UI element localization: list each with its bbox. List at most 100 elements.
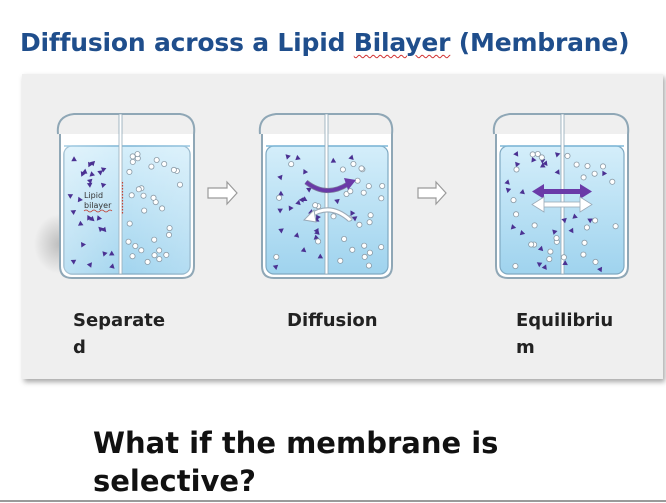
triangle-solute — [87, 215, 93, 221]
triangle-solute — [504, 179, 510, 185]
circle-solute — [513, 211, 520, 218]
triangle-solute — [555, 152, 561, 158]
triangle-solute — [541, 264, 547, 270]
circle-solute — [612, 223, 619, 230]
spellcheck-underline — [83, 209, 113, 213]
triangle-solute — [561, 217, 567, 224]
circle-solute — [366, 219, 373, 226]
circle-solute — [529, 151, 536, 158]
circle-solute — [161, 161, 168, 168]
circle-solute — [350, 161, 357, 168]
triangle-solute — [277, 208, 283, 214]
circle-solute — [361, 253, 368, 260]
circle-solute — [128, 192, 135, 199]
circle-solute — [512, 263, 519, 270]
curved-arrow-purple — [304, 180, 349, 193]
circle-solute — [365, 262, 372, 269]
triangle-solute — [81, 168, 88, 174]
stage-label-diffusion: Diffusion — [287, 310, 378, 331]
triangle-solute — [334, 198, 340, 205]
triangle-solute — [317, 253, 324, 259]
circle-solute — [510, 197, 517, 204]
triangle-solute — [537, 245, 544, 252]
triangle-solute — [293, 232, 300, 238]
circle-solute — [354, 177, 361, 184]
circle-solute — [153, 157, 160, 164]
triangle-solute — [288, 205, 294, 211]
triangle-solute — [568, 227, 574, 234]
triangle-solute — [513, 151, 519, 157]
circle-solute — [547, 248, 554, 255]
stage-label-separated: Separated — [73, 310, 166, 358]
triangle-solute — [572, 213, 578, 219]
circle-solute — [378, 195, 385, 202]
triangle-solute — [351, 216, 358, 222]
circle-solute — [163, 251, 170, 258]
circle-solute — [360, 189, 367, 196]
triangle-solute — [587, 218, 593, 224]
circle-solute — [600, 163, 607, 170]
triangle-solute — [597, 266, 603, 273]
circle-solute — [330, 213, 337, 220]
triangle-solute — [350, 210, 356, 216]
triangle-solute — [78, 220, 84, 226]
circle-solute — [150, 194, 157, 201]
circle-solute — [126, 220, 133, 227]
triangle-solutes-equilibrium — [504, 151, 608, 273]
triangle-solute — [515, 161, 521, 168]
circle-solute — [592, 258, 599, 265]
triangle-solute — [330, 157, 337, 163]
spellcheck-underlined-word: Bilayer — [353, 28, 451, 57]
circle-solute — [609, 178, 616, 185]
circle-solute — [151, 236, 158, 243]
circle-solute — [580, 251, 587, 258]
circle-solute — [379, 183, 386, 190]
circle-solute — [129, 158, 136, 165]
triangle-solute — [540, 162, 546, 168]
triangle-solute — [70, 210, 77, 215]
circle-solute — [358, 165, 365, 172]
triangle-solute — [519, 189, 525, 195]
stage-arrow-2 — [417, 180, 447, 206]
triangle-solute — [86, 182, 93, 188]
triangle-solute — [303, 169, 309, 175]
triangle-solute — [295, 154, 301, 161]
triangle-solute — [98, 226, 104, 233]
triangle-solute — [552, 229, 558, 235]
circle-solute — [315, 238, 322, 245]
circle-solute — [148, 163, 155, 170]
circle-solute — [138, 247, 145, 254]
membrane-label-line1: Lipid — [84, 191, 103, 200]
beaker-equilibrium — [492, 113, 630, 279]
circle-solute — [288, 161, 295, 168]
circle-solute — [337, 257, 344, 264]
circle-solute — [132, 242, 139, 249]
stage-arrow-1 — [207, 180, 238, 206]
circle-solute — [141, 207, 148, 214]
circle-solute — [531, 222, 538, 229]
circle-solute — [126, 168, 133, 175]
circle-solute — [583, 224, 590, 231]
beaker-diffusion — [258, 113, 394, 279]
triangle-solute — [519, 230, 526, 236]
curved-arrow-purple-head — [344, 178, 356, 190]
circle-solute — [367, 212, 374, 219]
circle-solute — [129, 153, 136, 160]
circle-solute — [134, 151, 141, 158]
circle-solutes-equilibrium — [510, 151, 619, 270]
circle-solute — [170, 166, 177, 173]
circle-solute — [560, 254, 567, 261]
double-arrow-purple — [532, 184, 592, 199]
membrane-label-line2: bilayer — [84, 201, 112, 210]
circle-solute — [156, 256, 163, 263]
triangle-solute — [109, 263, 115, 269]
circle-solute — [592, 217, 599, 224]
triangle-solute — [109, 250, 115, 256]
triangle-solute — [272, 264, 279, 270]
stage-label-equilibrium: Equilibrium — [516, 310, 614, 358]
triangle-solute — [554, 169, 560, 175]
triangle-solute — [100, 167, 107, 173]
circle-solute — [273, 253, 280, 260]
triangle-solute — [86, 262, 92, 268]
circle-solute — [581, 239, 588, 246]
